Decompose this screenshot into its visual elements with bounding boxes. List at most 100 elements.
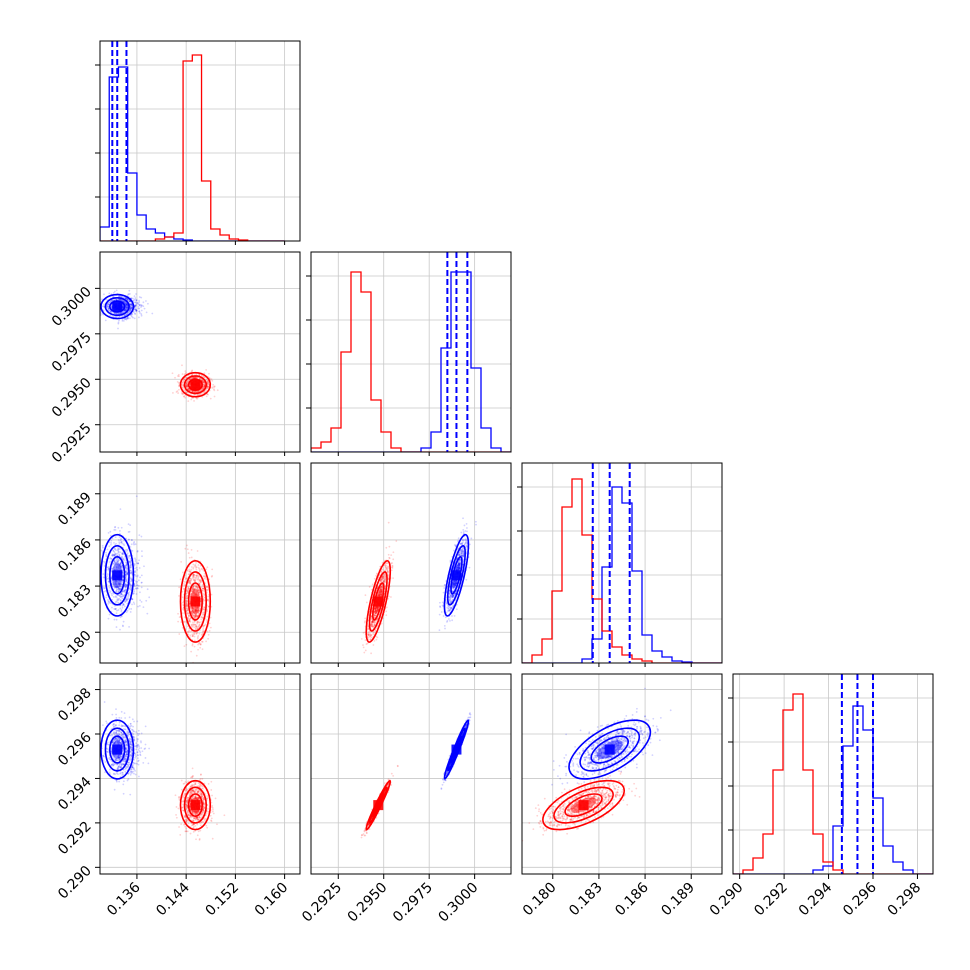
contour: [365, 779, 392, 831]
density-peak: [451, 744, 462, 755]
contour: [179, 779, 212, 831]
density-peak: [373, 596, 384, 607]
panel-frame: [732, 673, 934, 875]
panel-frame: [310, 251, 512, 453]
contour: [187, 582, 203, 621]
panel-0-0: [95, 40, 301, 245]
contour: [443, 533, 470, 617]
histogram-blue: [311, 271, 511, 452]
contour: [100, 293, 135, 320]
panel-3-3: [728, 673, 934, 879]
histogram-blue: [522, 486, 722, 663]
contour: [590, 735, 629, 764]
contour: [109, 556, 126, 595]
contour: [579, 727, 641, 772]
density-peak: [112, 570, 123, 581]
y-tick-label: 0.292: [55, 818, 95, 858]
y-tick-label: 0.186: [55, 535, 95, 575]
x-tick-label: 0.296: [840, 879, 880, 919]
panel-3-1: [310, 673, 512, 879]
contour: [446, 544, 466, 606]
density-peak: [190, 800, 201, 811]
panel-3-0: [95, 673, 301, 879]
panel-1-0: [95, 251, 301, 456]
y-tick-label: 0.2925: [49, 420, 95, 466]
x-tick-label: 0.292: [751, 880, 791, 920]
y-tick-label: 0.2950: [49, 375, 95, 421]
panel-3-2: [521, 673, 723, 879]
contour: [183, 375, 208, 395]
x-tick-label: 0.152: [203, 880, 243, 920]
density-peak: [604, 744, 615, 755]
y-tick-label: 0.290: [55, 863, 95, 903]
contour: [553, 786, 614, 824]
y-tick-label: 0.3000: [49, 284, 95, 330]
density-peak: [373, 800, 384, 811]
y-tick-label: 0.2975: [49, 329, 95, 375]
panel-frame: [99, 251, 301, 453]
contour: [104, 544, 130, 606]
density-peak: [190, 596, 201, 607]
contour: [109, 300, 126, 313]
panel-2-1: [310, 462, 512, 667]
contour: [179, 560, 212, 643]
panel-2-2: [517, 462, 723, 667]
contour: [568, 719, 652, 780]
x-tick-label: 0.160: [252, 880, 292, 920]
contour: [104, 297, 130, 317]
contour: [443, 719, 470, 780]
contour: [183, 571, 208, 632]
contour: [372, 582, 385, 621]
density-peak: [190, 379, 201, 390]
x-tick-label: 0.136: [104, 879, 144, 919]
contour: [183, 786, 208, 824]
x-tick-label: 0.2975: [390, 880, 436, 926]
x-tick-label: 0.290: [707, 880, 747, 920]
contour: [365, 560, 392, 643]
density-peak: [112, 744, 123, 755]
contour: [564, 793, 603, 818]
panel-2-0: [95, 462, 301, 667]
contour: [179, 371, 212, 398]
x-tick-label: 0.189: [658, 880, 698, 920]
density-peak: [578, 800, 589, 811]
contour: [100, 533, 135, 617]
contour: [104, 727, 130, 772]
panel-frame: [521, 673, 723, 875]
x-tick-label: 0.298: [885, 880, 925, 920]
panel-frame: [310, 462, 512, 664]
x-tick-label: 0.294: [796, 879, 836, 919]
y-tick-label: 0.298: [55, 685, 95, 725]
x-tick-label: 0.186: [612, 879, 652, 919]
y-tick-label: 0.180: [55, 628, 95, 668]
y-tick-label: 0.296: [55, 729, 95, 769]
histogram-blue: [733, 705, 933, 874]
y-tick-label: 0.189: [55, 489, 95, 529]
contour: [450, 556, 463, 595]
panel-frame: [99, 673, 301, 875]
contour: [187, 378, 203, 391]
x-tick-label: 0.2950: [345, 880, 391, 926]
histogram-red: [100, 54, 285, 241]
contour: [368, 571, 388, 632]
panel-frame: [521, 462, 723, 664]
density-peak: [112, 301, 123, 312]
x-tick-label: 0.144: [153, 879, 193, 919]
panel-frame: [99, 462, 301, 664]
contour: [109, 735, 126, 764]
x-tick-label: 0.180: [520, 880, 560, 920]
x-tick-label: 0.183: [566, 880, 606, 920]
x-tick-label: 0.3000: [436, 880, 482, 926]
y-tick-label: 0.183: [55, 582, 95, 622]
histogram-red: [311, 271, 511, 452]
histogram-blue: [100, 66, 285, 241]
panel-1-1: [306, 251, 512, 456]
histogram-red: [522, 478, 722, 663]
contour: [100, 719, 135, 780]
density-peak: [451, 570, 462, 581]
contour: [187, 793, 203, 818]
panel-frame: [310, 673, 512, 875]
y-tick-label: 0.294: [55, 774, 95, 814]
panel-frame: [99, 40, 301, 242]
